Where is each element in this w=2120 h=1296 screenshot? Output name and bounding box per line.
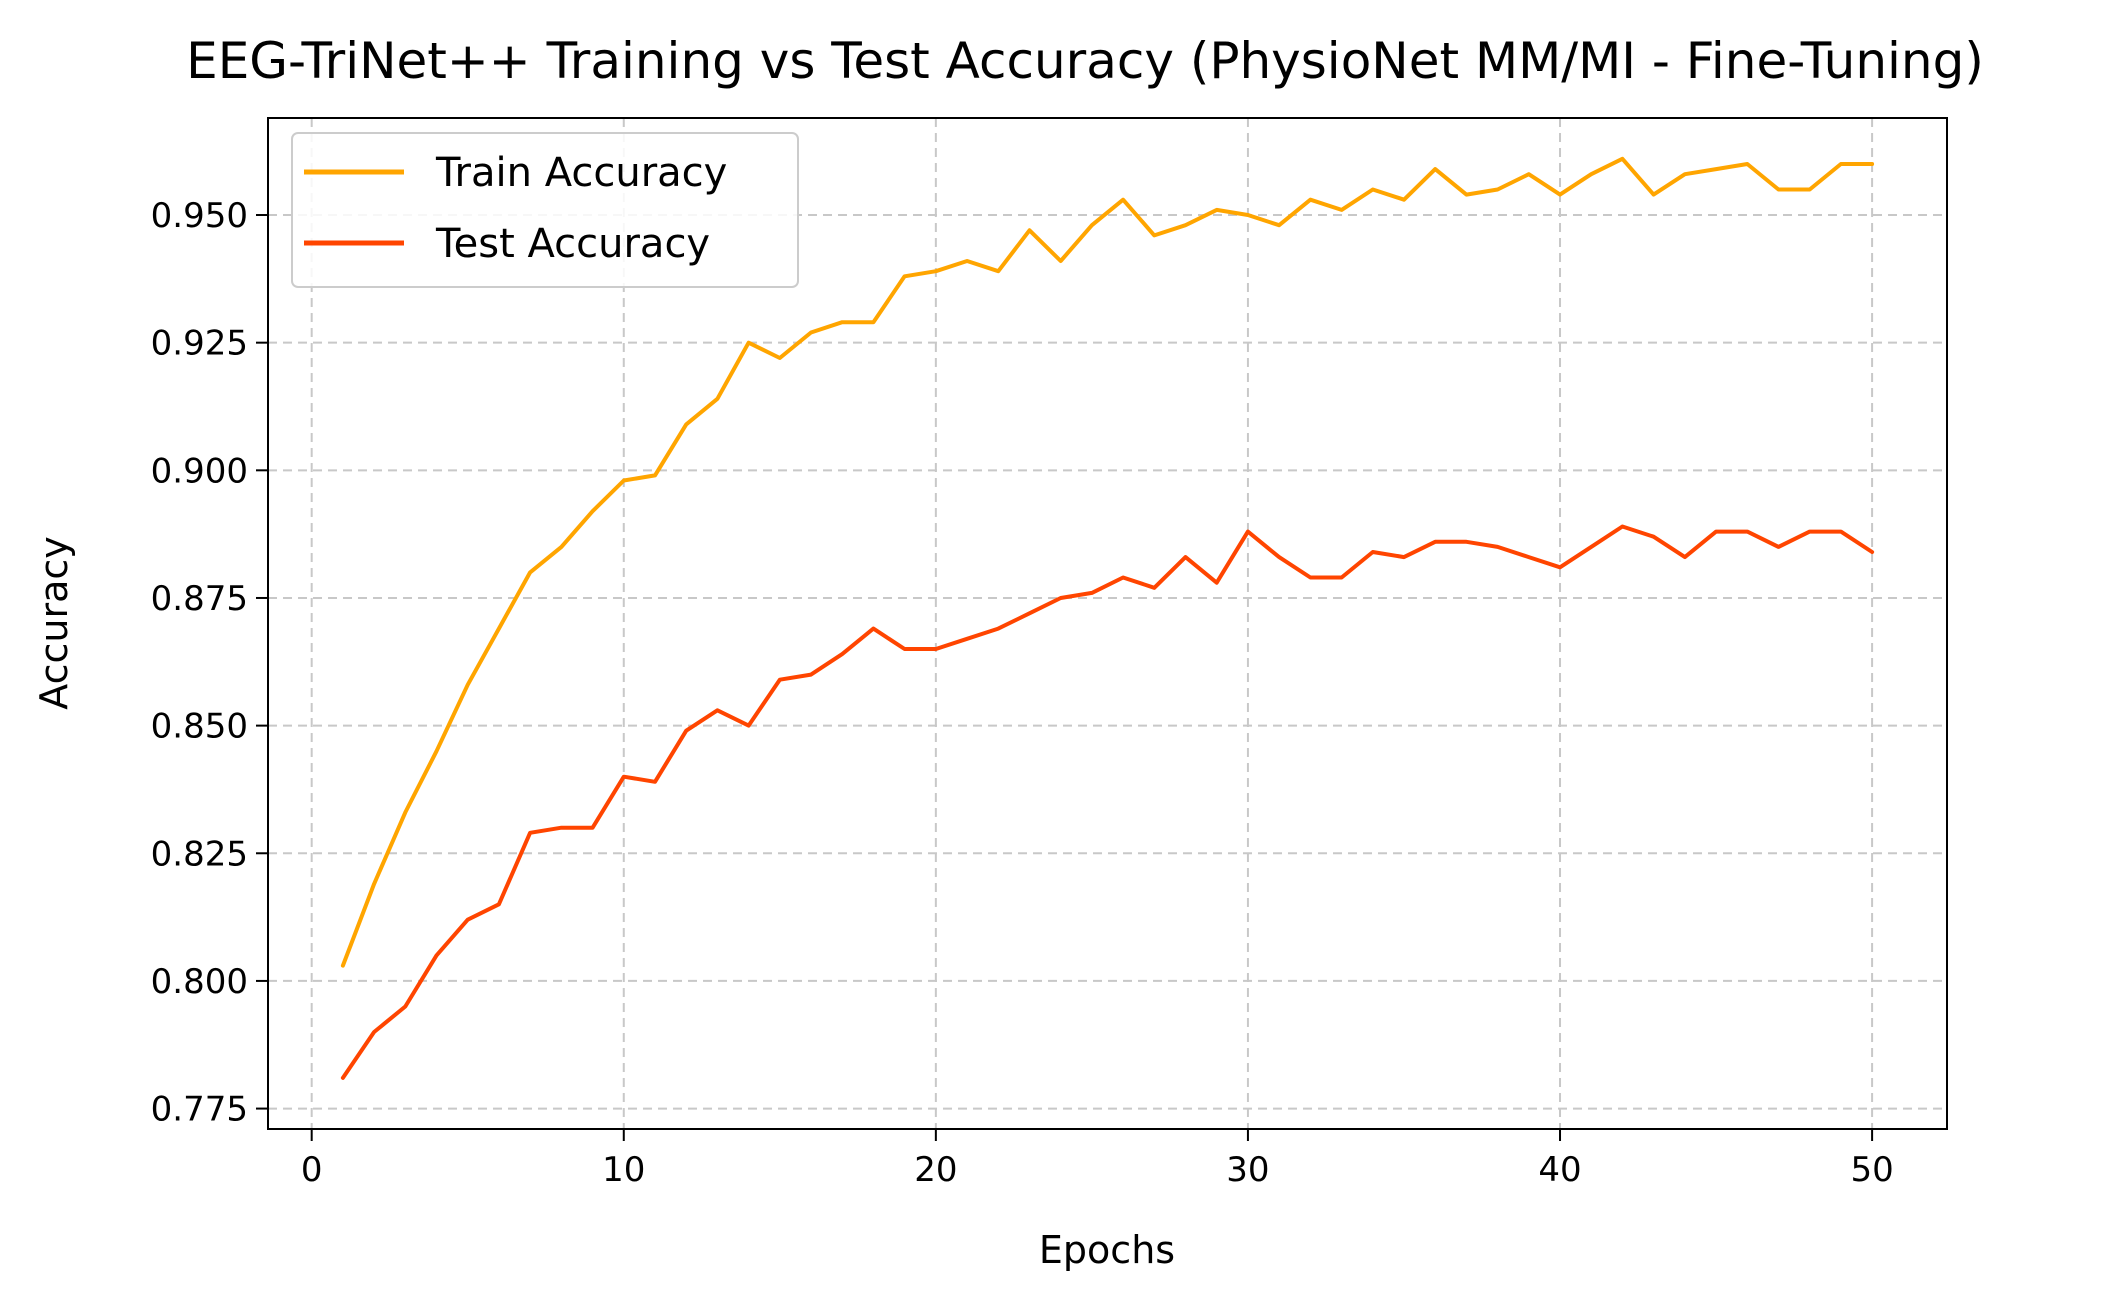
series-layer [340, 156, 1875, 1080]
x-tick-label: 30 [1226, 1150, 1269, 1190]
plot-frame [267, 117, 1948, 1130]
chart-title: EEG-TriNet++ Training vs Test Accuracy (… [186, 32, 1984, 90]
y-tick-label: 0.925 [151, 324, 248, 364]
y-tick-label: 0.850 [151, 707, 248, 747]
legend-label-test: Test Accuracy [435, 221, 710, 267]
x-tick-label: 50 [1850, 1150, 1893, 1190]
y-axis: 0.775 0.800 0.825 0.850 0.875 0.900 0.925 0.950 [151, 196, 268, 1130]
grid [268, 118, 1947, 1129]
x-tick-label: 40 [1538, 1150, 1581, 1190]
y-tick-label: 0.950 [151, 196, 248, 236]
legend-label-train: Train Accuracy [435, 150, 727, 196]
legend-box [291, 132, 799, 288]
y-axis-label: Accuracy [32, 536, 76, 710]
y-tick-label: 0.875 [151, 579, 248, 619]
x-tick-label: 10 [602, 1150, 645, 1190]
x-axis-label: Epochs [1039, 1228, 1175, 1272]
y-tick-label: 0.800 [151, 962, 248, 1002]
x-axis: 0 10 20 30 40 50 [301, 1129, 1894, 1190]
legend: Train Accuracy Test Accuracy [291, 132, 799, 288]
x-tick-label: 20 [914, 1150, 957, 1190]
series-line-test-accuracy [340, 524, 1875, 1080]
x-tick-label: 0 [301, 1150, 323, 1190]
series-line-train-accuracy [340, 156, 1875, 968]
y-tick-label: 0.900 [151, 451, 248, 491]
y-tick-label: 0.825 [151, 834, 248, 874]
y-tick-label: 0.775 [151, 1090, 248, 1130]
